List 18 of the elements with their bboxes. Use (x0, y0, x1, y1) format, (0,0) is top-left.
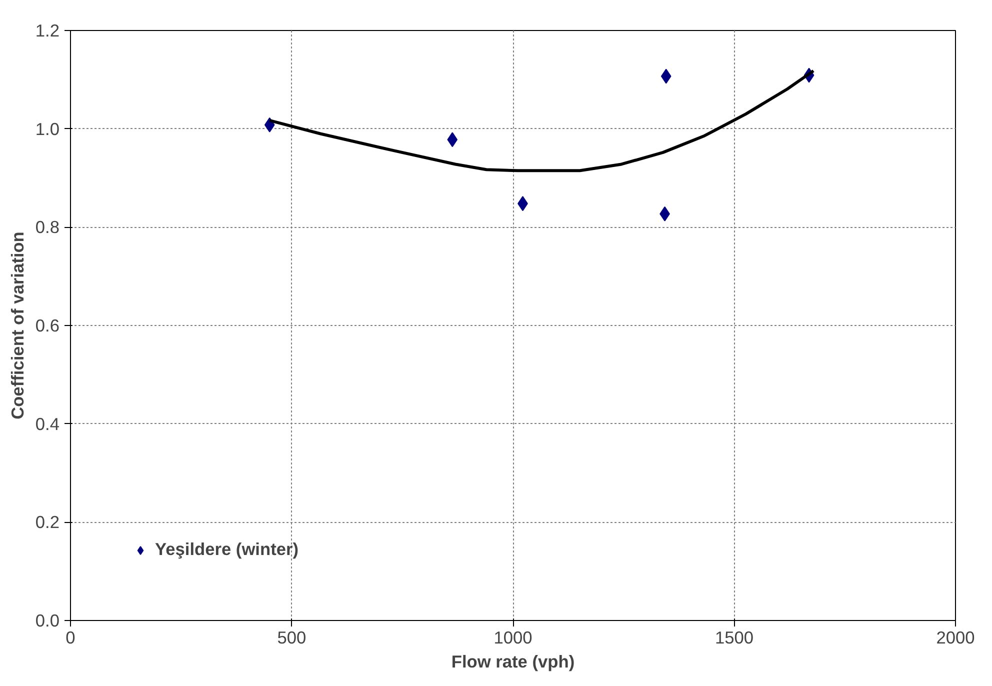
x-tick-label: 1000 (494, 628, 532, 648)
y-tick-label: 0.8 (35, 217, 60, 238)
x-axis-title: Flow rate (vph) (451, 652, 575, 672)
point (264, 117, 275, 132)
x-tick-label: 1500 (714, 628, 754, 648)
legend-label: Yeşildere (winter) (155, 539, 298, 560)
point (660, 68, 672, 84)
y-tick-label: 0.6 (35, 316, 60, 336)
x-tick-label: 2000 (936, 628, 975, 648)
x-tick-label: 500 (277, 628, 306, 648)
y-tick-label: 0.4 (35, 414, 60, 434)
y-tick-label: 1.0 (35, 118, 60, 139)
y-tick-label: 1.2 (35, 20, 60, 40)
point (447, 132, 458, 148)
y-tick-label: 0.2 (35, 512, 60, 532)
x-tick-label: 0 (66, 628, 76, 648)
y-axis-title: Coefficient of variation (7, 232, 28, 420)
y-tick-label: 0.0 (35, 610, 60, 630)
